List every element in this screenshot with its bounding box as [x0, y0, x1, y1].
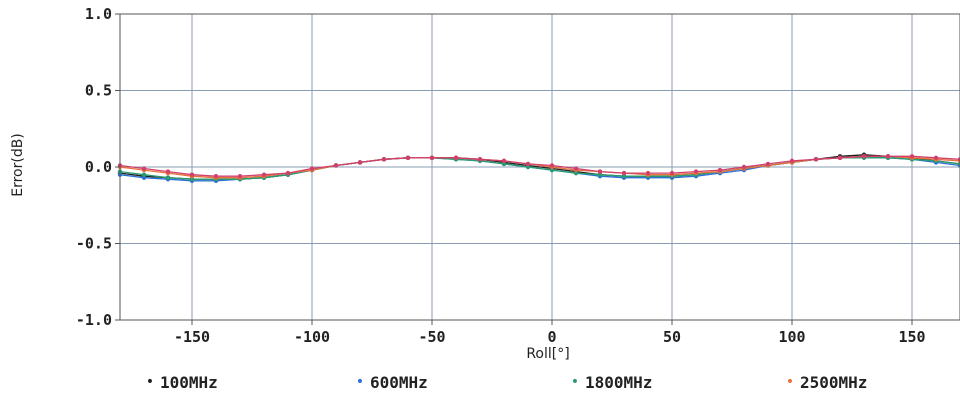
y-tick-label: 1.0	[85, 5, 112, 23]
series-point	[717, 167, 723, 173]
legend-label: 2500MHz	[800, 373, 867, 392]
series-point	[405, 155, 411, 161]
series-point	[885, 154, 891, 159]
legend-label: 600MHz	[370, 373, 428, 392]
y-axis-title: Error(dB)	[10, 133, 26, 197]
x-tick-label: 50	[663, 328, 681, 346]
x-tick-label: -100	[294, 328, 330, 346]
series-point	[597, 169, 603, 174]
series-point	[933, 155, 939, 161]
series-point	[477, 157, 483, 162]
x-tick-label: -150	[174, 328, 210, 346]
series-point	[909, 154, 915, 159]
series-point	[861, 154, 867, 159]
series-point	[237, 173, 243, 179]
series-point	[525, 164, 531, 170]
legend-label: 1800MHz	[585, 373, 652, 392]
y-tick-label: -1.0	[76, 311, 112, 329]
series-point	[621, 170, 627, 176]
series-line-series-4	[119, 155, 960, 177]
series-point	[789, 158, 795, 164]
y-tick-labels: 1.0 0.5 0.0 -0.5 -1.0	[76, 5, 112, 329]
series-point	[573, 166, 579, 171]
series-point	[597, 172, 603, 177]
series-point	[333, 163, 339, 168]
series-point	[957, 157, 960, 162]
series-point	[213, 173, 219, 179]
plot-frame	[119, 13, 960, 321]
series-point	[285, 170, 291, 176]
y-tick-label: 0.0	[85, 158, 112, 176]
series-point	[141, 172, 147, 177]
x-tick-label: 150	[898, 328, 925, 346]
series-point	[381, 157, 387, 162]
series-point	[189, 172, 195, 177]
legend: • 100MHz • 600MHz • 1800MHz • 2500MHz	[146, 373, 868, 392]
series-point	[141, 166, 147, 171]
series-layer	[117, 152, 960, 183]
series-point	[525, 161, 531, 167]
legend-label: 100MHz	[160, 373, 218, 392]
series-point	[573, 170, 579, 176]
series-point	[501, 161, 507, 167]
y-tick-label: 0.5	[85, 82, 112, 100]
series-point	[453, 155, 459, 161]
series-point	[693, 169, 699, 174]
series-point	[741, 164, 747, 170]
series-point	[429, 155, 435, 161]
series-point	[309, 166, 315, 171]
x-tick-labels: -150 -100 -50 0 50 100 150	[174, 328, 926, 346]
series-point	[501, 158, 507, 164]
series-point	[549, 163, 555, 168]
axes-layer	[115, 13, 960, 325]
series-point	[261, 172, 267, 177]
series-point	[357, 160, 363, 165]
x-tick-label: 100	[778, 328, 805, 346]
legend-marker: •	[356, 374, 364, 390]
series-point	[549, 167, 555, 173]
series-point	[621, 173, 627, 179]
y-tick-label: -0.5	[76, 235, 112, 253]
legend-marker: •	[571, 374, 579, 390]
legend-marker: •	[786, 374, 794, 390]
series-point	[165, 169, 171, 174]
legend-marker: •	[146, 374, 154, 390]
series-point	[165, 175, 171, 180]
series-point	[837, 155, 843, 161]
x-tick-label: -50	[418, 328, 445, 346]
series-point	[669, 170, 675, 176]
series-point	[765, 161, 771, 167]
series-point	[189, 177, 195, 182]
series-point	[141, 175, 147, 180]
series-point	[645, 170, 651, 176]
x-tick-label: 0	[547, 328, 556, 346]
x-axis-title: Roll[°]	[526, 346, 569, 362]
series-point	[813, 157, 819, 162]
